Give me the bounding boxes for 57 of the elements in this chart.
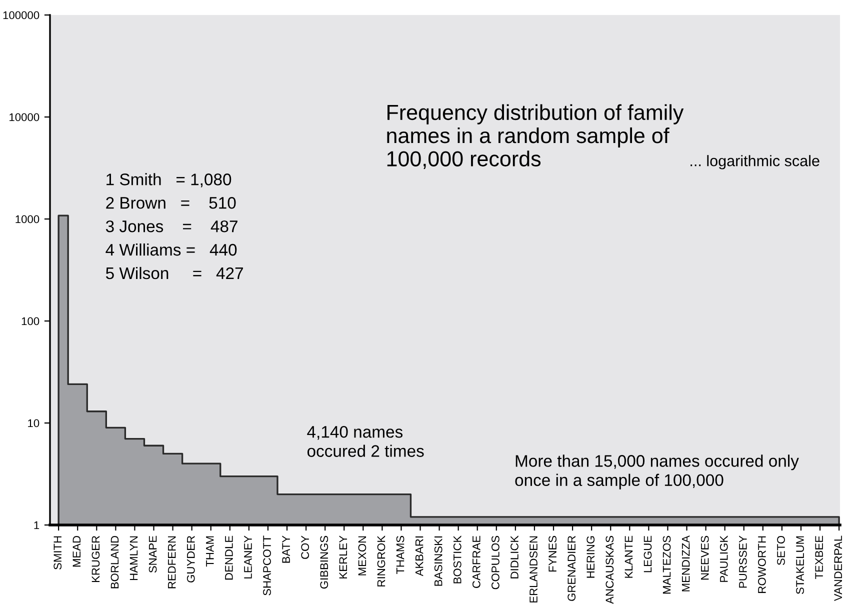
x-tick-label: THAM — [206, 536, 214, 567]
x-tick-label: ANCAUSKAS — [606, 536, 614, 604]
y-tick-label: 1 — [34, 521, 40, 530]
x-tick-label: KLANTE — [624, 536, 633, 578]
x-tick-label: THAMS — [396, 536, 404, 574]
x-tick-label: COPULOS — [492, 536, 500, 590]
x-tick-label: BORLAND — [110, 536, 119, 588]
x-tick-label: VANDERPAL — [834, 536, 842, 602]
annotation: 4 Williams = 440 — [106, 243, 237, 256]
x-tick-label: MENDIZZA — [682, 535, 690, 592]
x-tick-label: HERING — [586, 536, 595, 578]
x-tick-label: NEEVES — [700, 536, 709, 580]
annotation: 5 Wilson = 427 — [106, 266, 243, 280]
annotation: 1 Smith = 1,080 — [106, 173, 232, 188]
x-tick-label: BASINSKI — [434, 536, 442, 586]
x-tick-label: BATY — [282, 536, 290, 563]
x-tick-label: GIBBINGS — [320, 536, 328, 589]
x-tick-label: BOSTICK — [453, 536, 462, 584]
x-tick-label: TEXBEE — [815, 536, 823, 580]
x-tick-label: KRUGER — [92, 536, 100, 582]
x-tick-label: RINGROK — [377, 536, 386, 586]
x-tick-label: MALTEZOS — [662, 536, 671, 594]
annotation: 3 Jones = 487 — [106, 220, 238, 232]
text: Frequency distribution of family names in a random sample of 100,000 records — [387, 104, 684, 169]
y-tick-label: 10000 — [10, 113, 40, 122]
annotation: More than 15,000 names occured only once in a sample of 100,000 — [515, 454, 799, 490]
x-tick-label: AKBARI — [415, 536, 424, 576]
x-tick-label: GRENADIER — [568, 536, 576, 601]
y-tick-label: 1000 — [16, 215, 40, 224]
annotation: 2 Brown = 510 — [106, 197, 236, 209]
x-tick-label: LEGUE — [644, 536, 652, 572]
x-tick-label: ERLANDSEN — [530, 536, 538, 602]
x-tick-label: SHAPCOTT — [263, 536, 271, 596]
annotation: 4,140 names occured 2 times — [307, 426, 424, 457]
x-tick-label: MEAD — [72, 536, 80, 567]
y-tick-label: 10 — [28, 419, 40, 428]
x-tick-label: CARFRAE — [472, 536, 480, 588]
x-tick-label: REDFERN — [168, 536, 176, 588]
x-tick-label: DENDLE — [225, 536, 233, 580]
text: ... logarithmic scale — [690, 155, 820, 170]
x-tick-label: MEXON — [358, 536, 366, 576]
y-tick-label: 100000 — [3, 11, 40, 20]
x-tick-label: SMITH — [54, 536, 62, 570]
x-tick-label: DIDLICK — [510, 536, 518, 578]
x-tick-label: SETO — [777, 536, 785, 565]
x-tick-label: PURSSEY — [738, 536, 747, 588]
x-tick-label: ROWORTH — [758, 536, 766, 593]
x-tick-label: HAMLYN — [130, 536, 138, 580]
x-tick-label: PAULIGK — [720, 536, 728, 582]
x-tick-label: COY — [301, 536, 310, 559]
x-tick-label: GUYDER — [186, 536, 195, 582]
x-tick-label: SNAPE — [148, 536, 157, 573]
x-tick-label: STAKELUM — [796, 536, 804, 594]
x-tick-label: FYNES — [548, 536, 556, 572]
x-tick-label: LEANEY — [244, 536, 252, 578]
y-tick-label: 100 — [22, 317, 40, 326]
x-tick-label: KERLEY — [339, 536, 347, 578]
